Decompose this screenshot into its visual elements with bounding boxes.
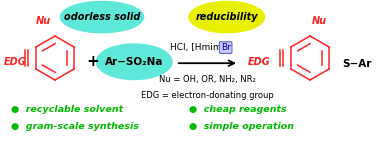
Text: EDG = electron-donating group: EDG = electron-donating group xyxy=(141,91,274,100)
Ellipse shape xyxy=(189,1,265,33)
Text: odorless solid: odorless solid xyxy=(64,12,140,22)
Ellipse shape xyxy=(96,44,172,80)
Text: ●  gram-scale synthesis: ● gram-scale synthesis xyxy=(11,122,139,131)
Ellipse shape xyxy=(60,1,144,33)
Text: reducibility: reducibility xyxy=(195,12,258,22)
Text: ●  cheap reagents: ● cheap reagents xyxy=(189,105,287,114)
Text: ●  simple operation: ● simple operation xyxy=(189,122,294,131)
Text: Nu: Nu xyxy=(312,16,327,26)
Text: +: + xyxy=(86,54,99,69)
Text: Br: Br xyxy=(221,43,231,52)
Text: EDG: EDG xyxy=(4,57,26,67)
Text: HCl, [Hmim]: HCl, [Hmim] xyxy=(170,43,225,52)
Text: Nu: Nu xyxy=(36,16,51,26)
Text: ●  recyclable solvent: ● recyclable solvent xyxy=(11,105,124,114)
Text: Nu = OH, OR, NH₂, NR₂: Nu = OH, OR, NH₂, NR₂ xyxy=(159,75,256,84)
Text: S−Ar: S−Ar xyxy=(342,59,372,69)
Text: Ar−SO₂Na: Ar−SO₂Na xyxy=(105,57,163,67)
Text: EDG: EDG xyxy=(248,57,270,67)
